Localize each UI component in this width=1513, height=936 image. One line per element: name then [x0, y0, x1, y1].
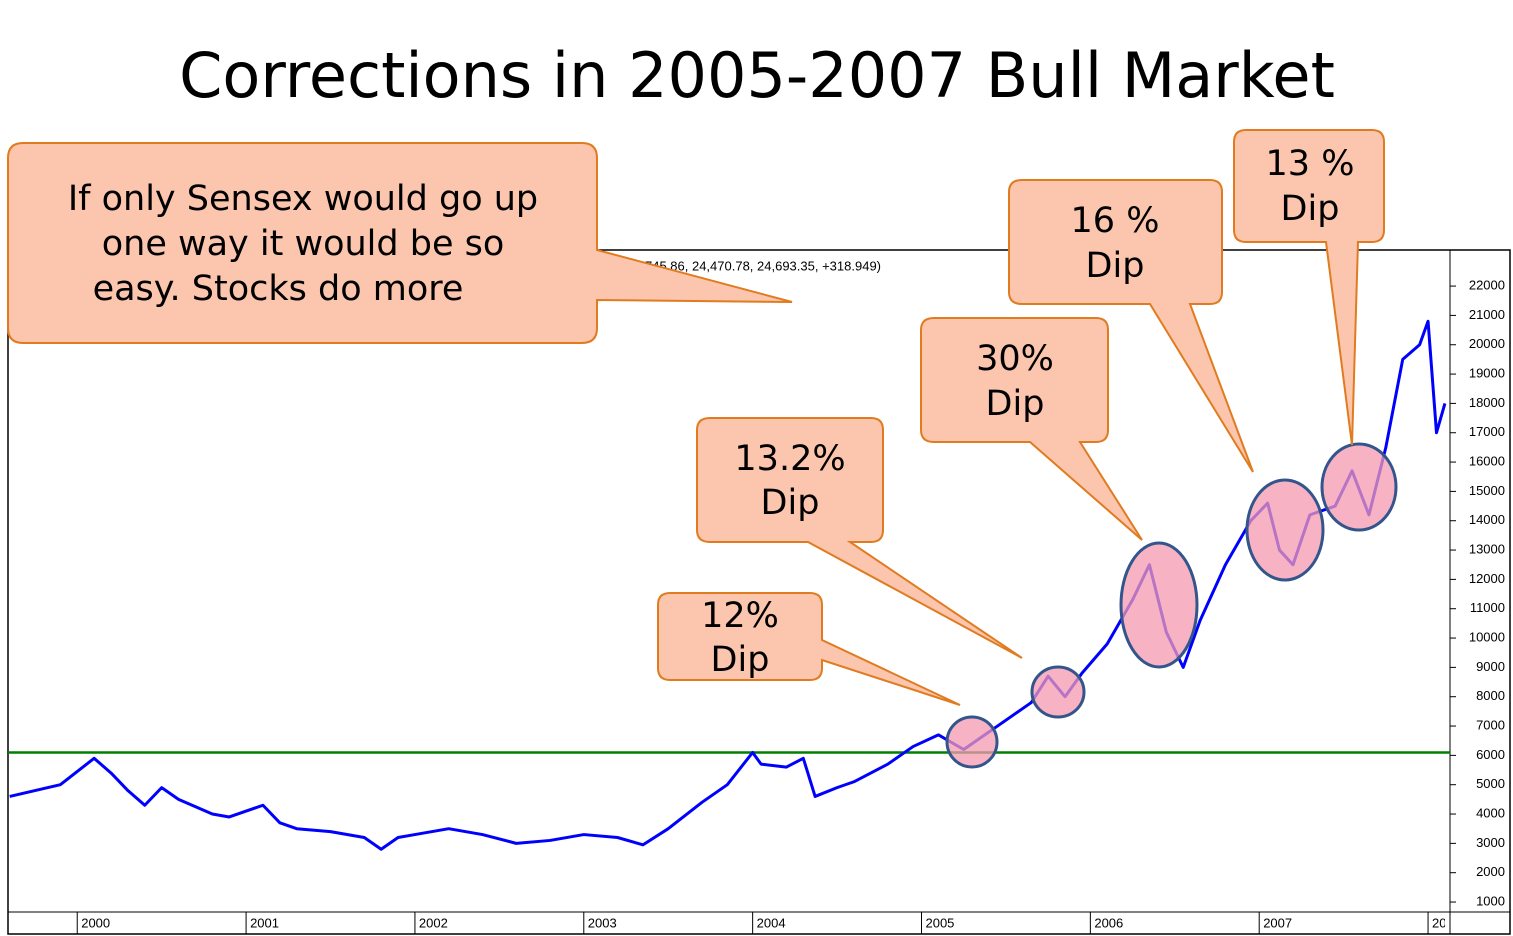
- callout-text: Dip: [761, 483, 820, 523]
- y-tick-label: 11000: [1470, 600, 1505, 615]
- callout-text: 30%: [976, 339, 1054, 379]
- callout-text: one way it would be so: [102, 224, 505, 264]
- ring: [1030, 665, 1086, 719]
- callout: [1233, 129, 1385, 446]
- y-tick-label: 12000: [1469, 571, 1505, 586]
- axes: 2000 2001 2002 2003 2004 2005 2006 2007 2008 1000…: [76, 278, 1505, 934]
- y-tick-label: 2000: [1476, 864, 1505, 879]
- callout-text: 13.2%: [734, 439, 845, 479]
- y-tick-label: 22000: [1469, 278, 1505, 293]
- y-tick-label: 17000: [1469, 424, 1505, 439]
- callout: [657, 592, 961, 706]
- ring: [1245, 478, 1325, 582]
- y-tick-label: 10000: [1469, 629, 1505, 644]
- x-tick-label: 2003: [588, 915, 617, 930]
- callout-text: Dip: [1281, 189, 1340, 229]
- y-tick-label: 6000: [1476, 747, 1505, 762]
- callout: [920, 317, 1143, 541]
- y-tick-label: 15000: [1469, 483, 1505, 498]
- ring: [1320, 442, 1398, 532]
- frame: [7, 249, 1511, 935]
- y-tick-label: 3000: [1476, 835, 1505, 850]
- callout-text: If only Sensex would go up: [68, 179, 538, 219]
- callouts: If only Sensex would go up one way it wo…: [7, 129, 1385, 706]
- x-tick-label: 2008: [1432, 915, 1461, 930]
- callout: [7, 142, 793, 344]
- y-tick-label: 21000: [1469, 307, 1505, 322]
- y-tick-label: 8000: [1476, 688, 1505, 703]
- x-tick-label: 2001: [250, 915, 279, 930]
- y-tick-label: 4000: [1476, 805, 1505, 820]
- y-tick-label: 1000: [1476, 893, 1505, 908]
- callout-text: Dip: [986, 384, 1045, 424]
- callout-text: 13 %: [1266, 144, 1355, 184]
- callout-text: easy. Stocks do more: [93, 269, 464, 309]
- x-tick-label: 2005: [925, 915, 954, 930]
- x-tick-label: 2000: [81, 915, 110, 930]
- ring: [945, 715, 999, 769]
- y-tick-label: 20000: [1469, 336, 1505, 351]
- callout-text: Dip: [1086, 246, 1145, 286]
- y-tick-label: 18000: [1469, 395, 1505, 410]
- chart-title: Corrections in 2005-2007 Bull Market: [179, 39, 1335, 112]
- x-axis: 2000 2001 2002 2003 2004 2005 2006 2007 2008: [76, 912, 1461, 934]
- y-tick-label: 19000: [1469, 366, 1505, 381]
- y-tick-label: 13000: [1469, 541, 1505, 556]
- callout: [696, 417, 1023, 659]
- x-tick-label: 2002: [419, 915, 448, 930]
- x-tick-label: 2007: [1263, 915, 1292, 930]
- callout: [1008, 179, 1254, 473]
- rings: [945, 442, 1398, 769]
- y-tick-label: 14000: [1469, 512, 1505, 527]
- ring: [1119, 541, 1199, 669]
- y-tick-label: 5000: [1476, 776, 1505, 791]
- y-tick-label: 16000: [1469, 454, 1505, 469]
- y-tick-label: 7000: [1476, 717, 1505, 732]
- x-tick-label: 2006: [1094, 915, 1123, 930]
- y-tick-label: 9000: [1476, 659, 1505, 674]
- callout-text: Dip: [711, 640, 770, 680]
- x-tick-label: 2004: [757, 915, 786, 930]
- plot-area: [8, 319, 1450, 851]
- price-line: [9, 319, 1447, 851]
- callout-text: 12%: [701, 596, 779, 636]
- callout-text: 16 %: [1071, 201, 1160, 241]
